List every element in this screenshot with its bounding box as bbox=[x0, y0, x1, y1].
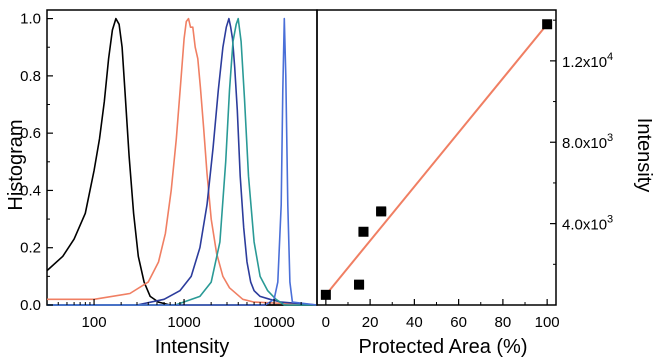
histogram-y-tick-label: 0.6 bbox=[20, 125, 41, 142]
histogram-y-tick-label: 0.2 bbox=[20, 240, 41, 257]
histogram-y-tick-label: 0.0 bbox=[20, 297, 41, 314]
data-point bbox=[358, 226, 369, 237]
intensity-x-tick-label: 20 bbox=[362, 314, 379, 331]
intensity-y-tick-label: 1.2x104 bbox=[562, 51, 613, 71]
histogram-y-tick-label: 1.0 bbox=[20, 11, 41, 28]
histogram-series-1 bbox=[46, 17, 317, 306]
intensity-x-tick-label: 100 bbox=[535, 314, 560, 331]
histogram-series-2 bbox=[47, 17, 318, 306]
histogram-ticks-group: 100 1000 10000 0.0 0.2 0.4 0.6 0.8 1.0 bbox=[20, 11, 318, 331]
intensity-panel: 0 20 40 60 80 100 4.0x103 8.0x103 1.2x104 Protec… bbox=[316, 9, 654, 358]
data-point bbox=[376, 206, 387, 217]
intensity-y-axis-title: Intensity bbox=[633, 118, 654, 192]
intensity-ticks-group: 0 20 40 60 80 100 4.0x103 8.0x103 1.2x104 bbox=[322, 19, 613, 331]
histogram-series-5 bbox=[47, 17, 318, 306]
histogram-x-tick-label: 1000 bbox=[167, 314, 200, 331]
intensity-x-tick-label: 60 bbox=[450, 314, 467, 331]
intensity-x-tick-label: 0 bbox=[322, 314, 330, 331]
fit-line bbox=[325, 23, 548, 296]
histogram-panel: 100 1000 10000 0.0 0.2 0.4 0.6 0.8 1.0 Intensity… bbox=[5, 9, 318, 358]
data-point bbox=[542, 19, 553, 30]
histogram-plot-frame bbox=[46, 9, 318, 306]
histogram-y-tick-label: 0.8 bbox=[20, 68, 41, 85]
histogram-x-tick-label: 10000 bbox=[253, 314, 295, 331]
histogram-x-tick-label: 100 bbox=[82, 314, 107, 331]
data-point bbox=[354, 279, 365, 290]
data-point bbox=[320, 289, 331, 300]
histogram-x-axis-title: Intensity bbox=[155, 336, 229, 358]
histogram-series-4 bbox=[47, 17, 317, 306]
histogram-y-axis-title: Histogram bbox=[5, 119, 27, 210]
histogram-y-tick-label: 0.4 bbox=[20, 182, 41, 199]
histogram-series-group bbox=[46, 17, 318, 306]
intensity-y-tick-label: 4.0x103 bbox=[562, 214, 613, 234]
intensity-points-group bbox=[320, 19, 553, 300]
intensity-x-axis-title: Protected Area (%) bbox=[359, 336, 528, 358]
intensity-x-tick-label: 80 bbox=[495, 314, 512, 331]
fit-line-group bbox=[325, 23, 548, 296]
intensity-x-tick-label: 40 bbox=[406, 314, 423, 331]
histogram-series-3 bbox=[47, 17, 318, 306]
intensity-y-tick-label: 8.0x103 bbox=[562, 132, 613, 152]
